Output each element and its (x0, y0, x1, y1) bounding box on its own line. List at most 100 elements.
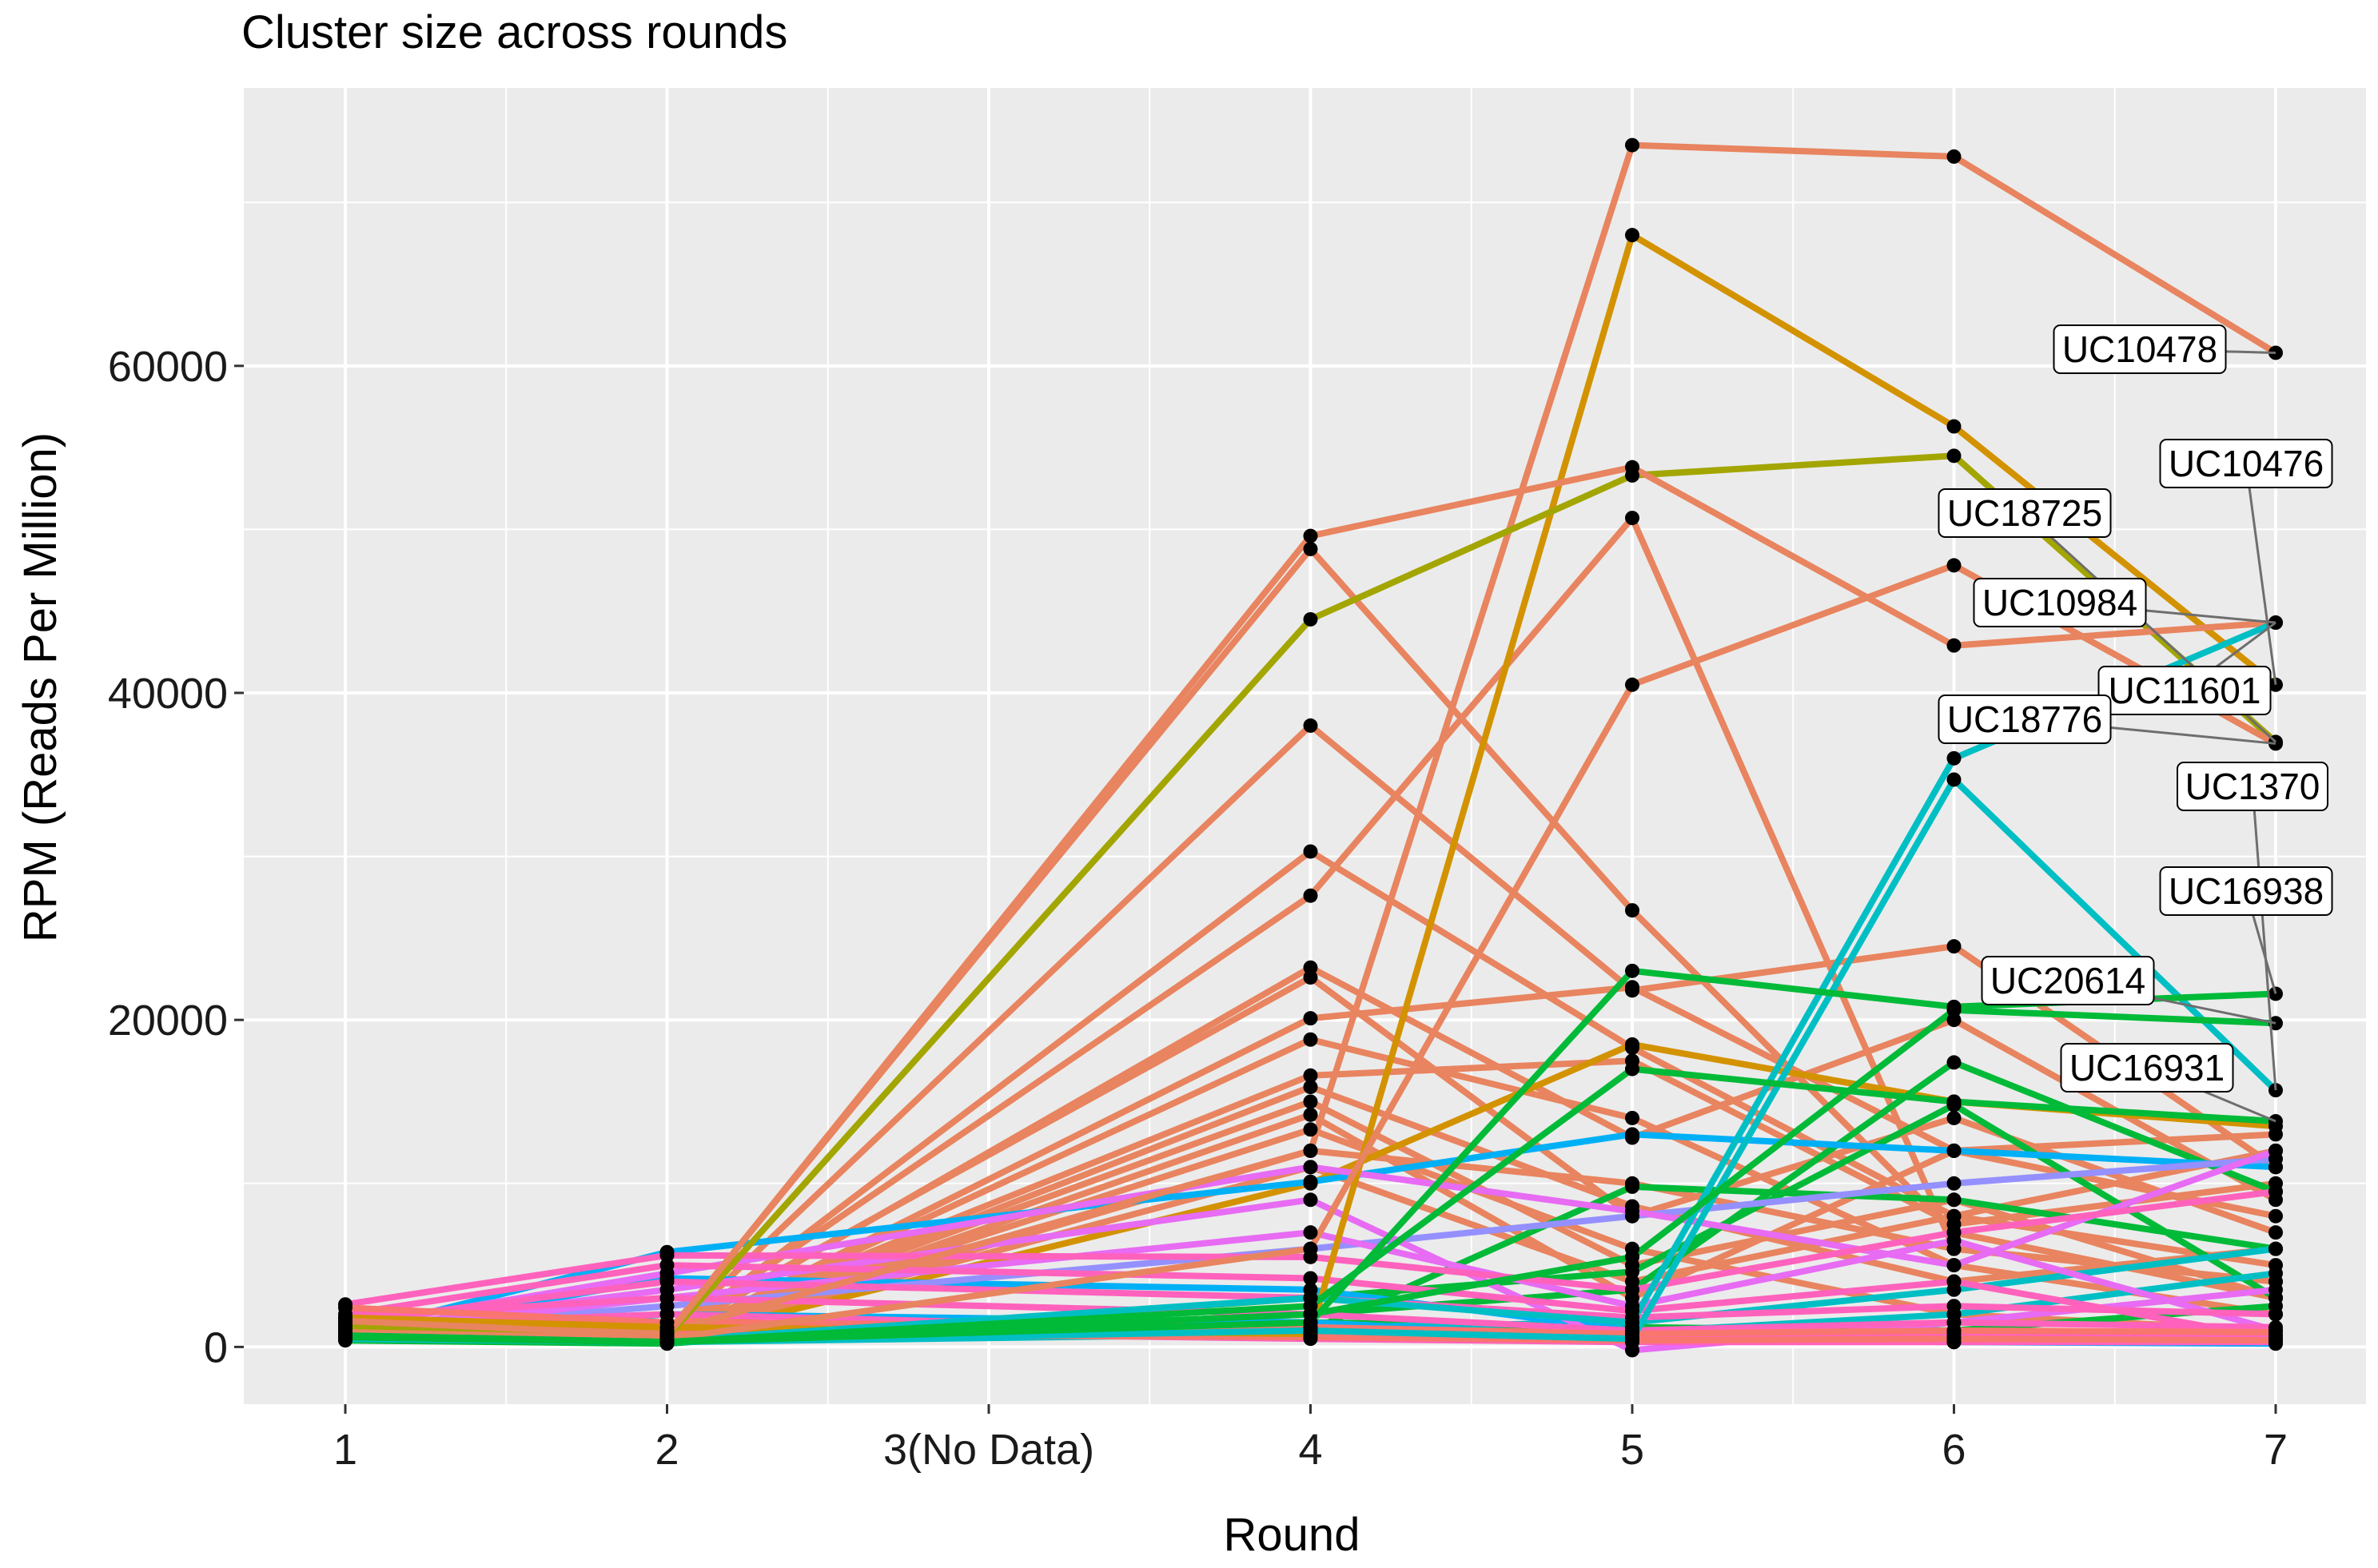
data-point (1303, 888, 1318, 903)
annotation-uc18776: UC18776 (1938, 694, 2276, 745)
annotation-box (1981, 956, 2155, 1005)
data-point (659, 1274, 675, 1289)
annotation-box (1938, 694, 2112, 744)
series-line (342, 1188, 2279, 1308)
data-point (1625, 1061, 1639, 1077)
data-point (1946, 1143, 1962, 1158)
data-point (1303, 1160, 1318, 1175)
y-tick-label: 0 (204, 1323, 228, 1371)
y-axis: 0 20000 40000 60000 (108, 343, 244, 1371)
data-point (1625, 903, 1639, 918)
annotation-leader-line (2245, 463, 2277, 685)
data-point (659, 1291, 675, 1306)
data-point (2268, 1225, 2283, 1240)
x-tick-label: 7 (2264, 1426, 2288, 1474)
annotation-leader-line (2251, 786, 2277, 1091)
series-line (342, 1262, 2279, 1343)
data-point (338, 1330, 353, 1345)
annotation-box (1938, 488, 2112, 538)
data-point (659, 1335, 675, 1350)
x-axis-title: Round (1224, 1509, 1360, 1561)
data-point (1946, 1094, 1962, 1109)
x-tick-label: 1 (333, 1426, 357, 1474)
data-point (1303, 1011, 1318, 1026)
data-point (1946, 1055, 1962, 1070)
annotation-box (2053, 324, 2227, 374)
annotation-box (2097, 666, 2272, 715)
annotation-box (2177, 762, 2328, 811)
data-point (1303, 718, 1318, 733)
data-point (1625, 1282, 1639, 1297)
annotation-uc10476: UC10476 (2159, 439, 2333, 685)
data-point (1625, 1037, 1639, 1052)
y-tick-label: 20000 (108, 997, 228, 1045)
data-point (2268, 1307, 2283, 1322)
data-point (1625, 1110, 1639, 1125)
annotation-uc20614: UC20614 (1981, 956, 2276, 1025)
data-point (1946, 1002, 1962, 1017)
annotation-label: UC1370 (2185, 766, 2320, 807)
data-point (1303, 1241, 1318, 1256)
data-point (1303, 1068, 1318, 1083)
annotation-label: UC16938 (2169, 870, 2324, 912)
series-line-uc10476 (342, 232, 2279, 1337)
data-point (2268, 1208, 2283, 1224)
data-point (1303, 1122, 1318, 1137)
plot-panel (244, 88, 2366, 1404)
data-point (1303, 528, 1318, 543)
data-point (1946, 1208, 1962, 1224)
data-points (338, 137, 2283, 1358)
x-tick-label: 6 (1942, 1426, 1966, 1474)
data-point (1625, 1179, 1639, 1194)
data-point (1946, 1274, 1962, 1289)
data-point (659, 1258, 675, 1273)
data-point (1946, 638, 1962, 653)
y-tick-label: 60000 (108, 343, 228, 391)
data-point (1303, 1174, 1318, 1189)
annotation-label: UC20614 (1990, 960, 2145, 1001)
data-point (2268, 1184, 2283, 1200)
annotation-uc16931: UC16931 (2060, 1043, 2276, 1123)
annotation-uc11601: UC11601 (2097, 621, 2276, 715)
x-tick-label: 2 (655, 1426, 679, 1474)
data-point (1625, 1127, 1639, 1142)
annotation-label: UC10984 (1982, 582, 2137, 623)
data-point (1946, 1176, 1962, 1191)
data-point (1303, 1032, 1318, 1047)
annotation-box (2159, 866, 2333, 916)
x-tick-label: 4 (1298, 1426, 1322, 1474)
annotation-uc18725: UC18725 (1938, 488, 2277, 743)
data-point (1625, 1264, 1639, 1279)
data-point (1625, 1204, 1639, 1219)
data-point (1303, 611, 1318, 627)
data-point (1625, 228, 1639, 243)
annotation-uc10478: UC10478 (2053, 324, 2276, 374)
data-point (1946, 419, 1962, 434)
data-point (1946, 1331, 1962, 1347)
major-gridlines (244, 88, 2366, 1404)
annotation-box (1973, 578, 2147, 627)
data-point (1303, 1080, 1318, 1095)
data-point (1303, 1225, 1318, 1240)
data-point (1625, 1249, 1639, 1264)
data-point (1625, 677, 1639, 692)
data-point (2268, 1282, 2283, 1297)
data-point (2268, 1333, 2283, 1348)
annotation-box (2159, 439, 2333, 488)
data-point (1946, 750, 1962, 766)
data-point (1625, 137, 1639, 153)
data-point (1303, 1192, 1318, 1208)
data-point (2268, 1143, 2283, 1158)
annotation-uc16938: UC16938 (2159, 866, 2333, 994)
x-tick-label: 3(No Data) (883, 1426, 1094, 1474)
data-point (1625, 1331, 1639, 1347)
annotation-uc1370: UC1370 (2177, 762, 2328, 1091)
annotation-box (2060, 1043, 2234, 1092)
series-line-uc16931 (342, 1065, 2279, 1346)
annotation-uc10984: UC10984 (1973, 578, 2276, 627)
y-tick-label: 40000 (108, 670, 228, 718)
data-point (1946, 772, 1962, 787)
data-point (1946, 149, 1962, 164)
data-point (1625, 963, 1639, 978)
